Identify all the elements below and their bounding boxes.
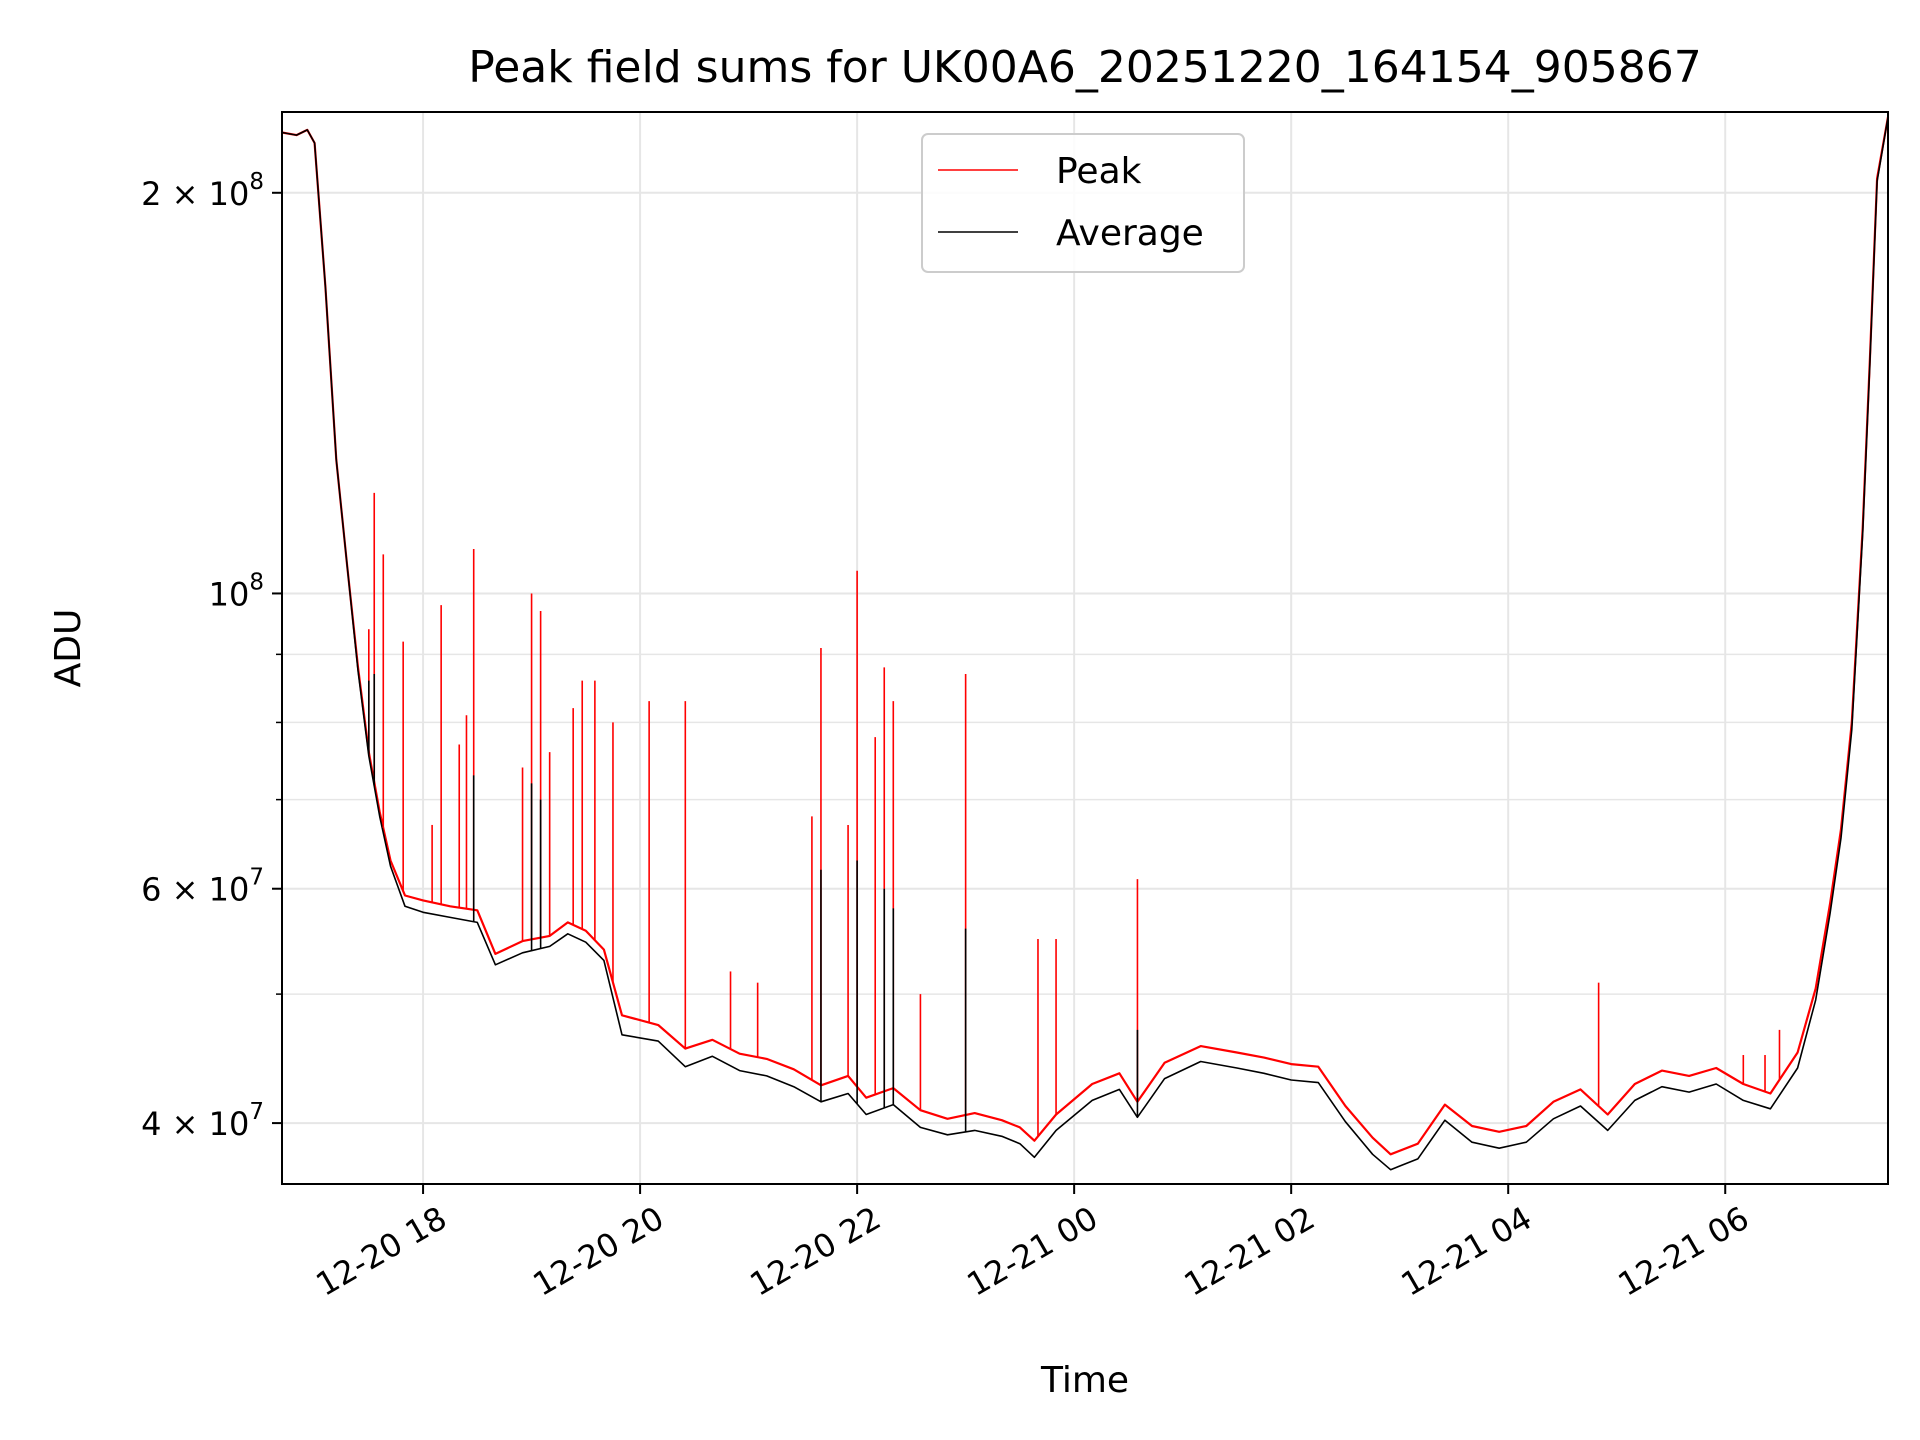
y-tick-label-exponent: 8 — [249, 169, 264, 195]
series-line-peak — [281, 116, 1890, 1156]
legend-box — [921, 133, 1245, 273]
y-tick-label-exponent: 7 — [249, 865, 264, 891]
legend: Peak Average — [921, 133, 1245, 273]
series-line-average — [281, 116, 1889, 1171]
legend-label-average: Average — [1056, 213, 1204, 254]
y-tick-label-base: 4 × 10 — [141, 1105, 249, 1143]
plot-series — [281, 116, 1890, 1171]
y-tick-label-base: 10 — [209, 575, 250, 613]
y-tick-label: 2 × 108 — [141, 169, 264, 213]
chart-title: Peak field sums for UK00A6_20251220_1641… — [468, 42, 1701, 93]
x-axis-label: Time — [1040, 1360, 1129, 1401]
y-tick-label: 4 × 107 — [141, 1099, 264, 1143]
y-tick-label: 6 × 107 — [141, 865, 264, 909]
legend-label-peak: Peak — [1056, 151, 1142, 192]
y-tick-label-exponent: 7 — [249, 1099, 264, 1125]
y-tick-label: 108 — [209, 569, 264, 613]
y-tick-label-base: 6 × 10 — [141, 871, 249, 909]
y-axis-label: ADU — [48, 609, 89, 688]
y-tick-label-exponent: 8 — [249, 569, 264, 595]
axes-frame — [281, 111, 1889, 1185]
y-tick-label-base: 2 × 10 — [141, 175, 249, 213]
